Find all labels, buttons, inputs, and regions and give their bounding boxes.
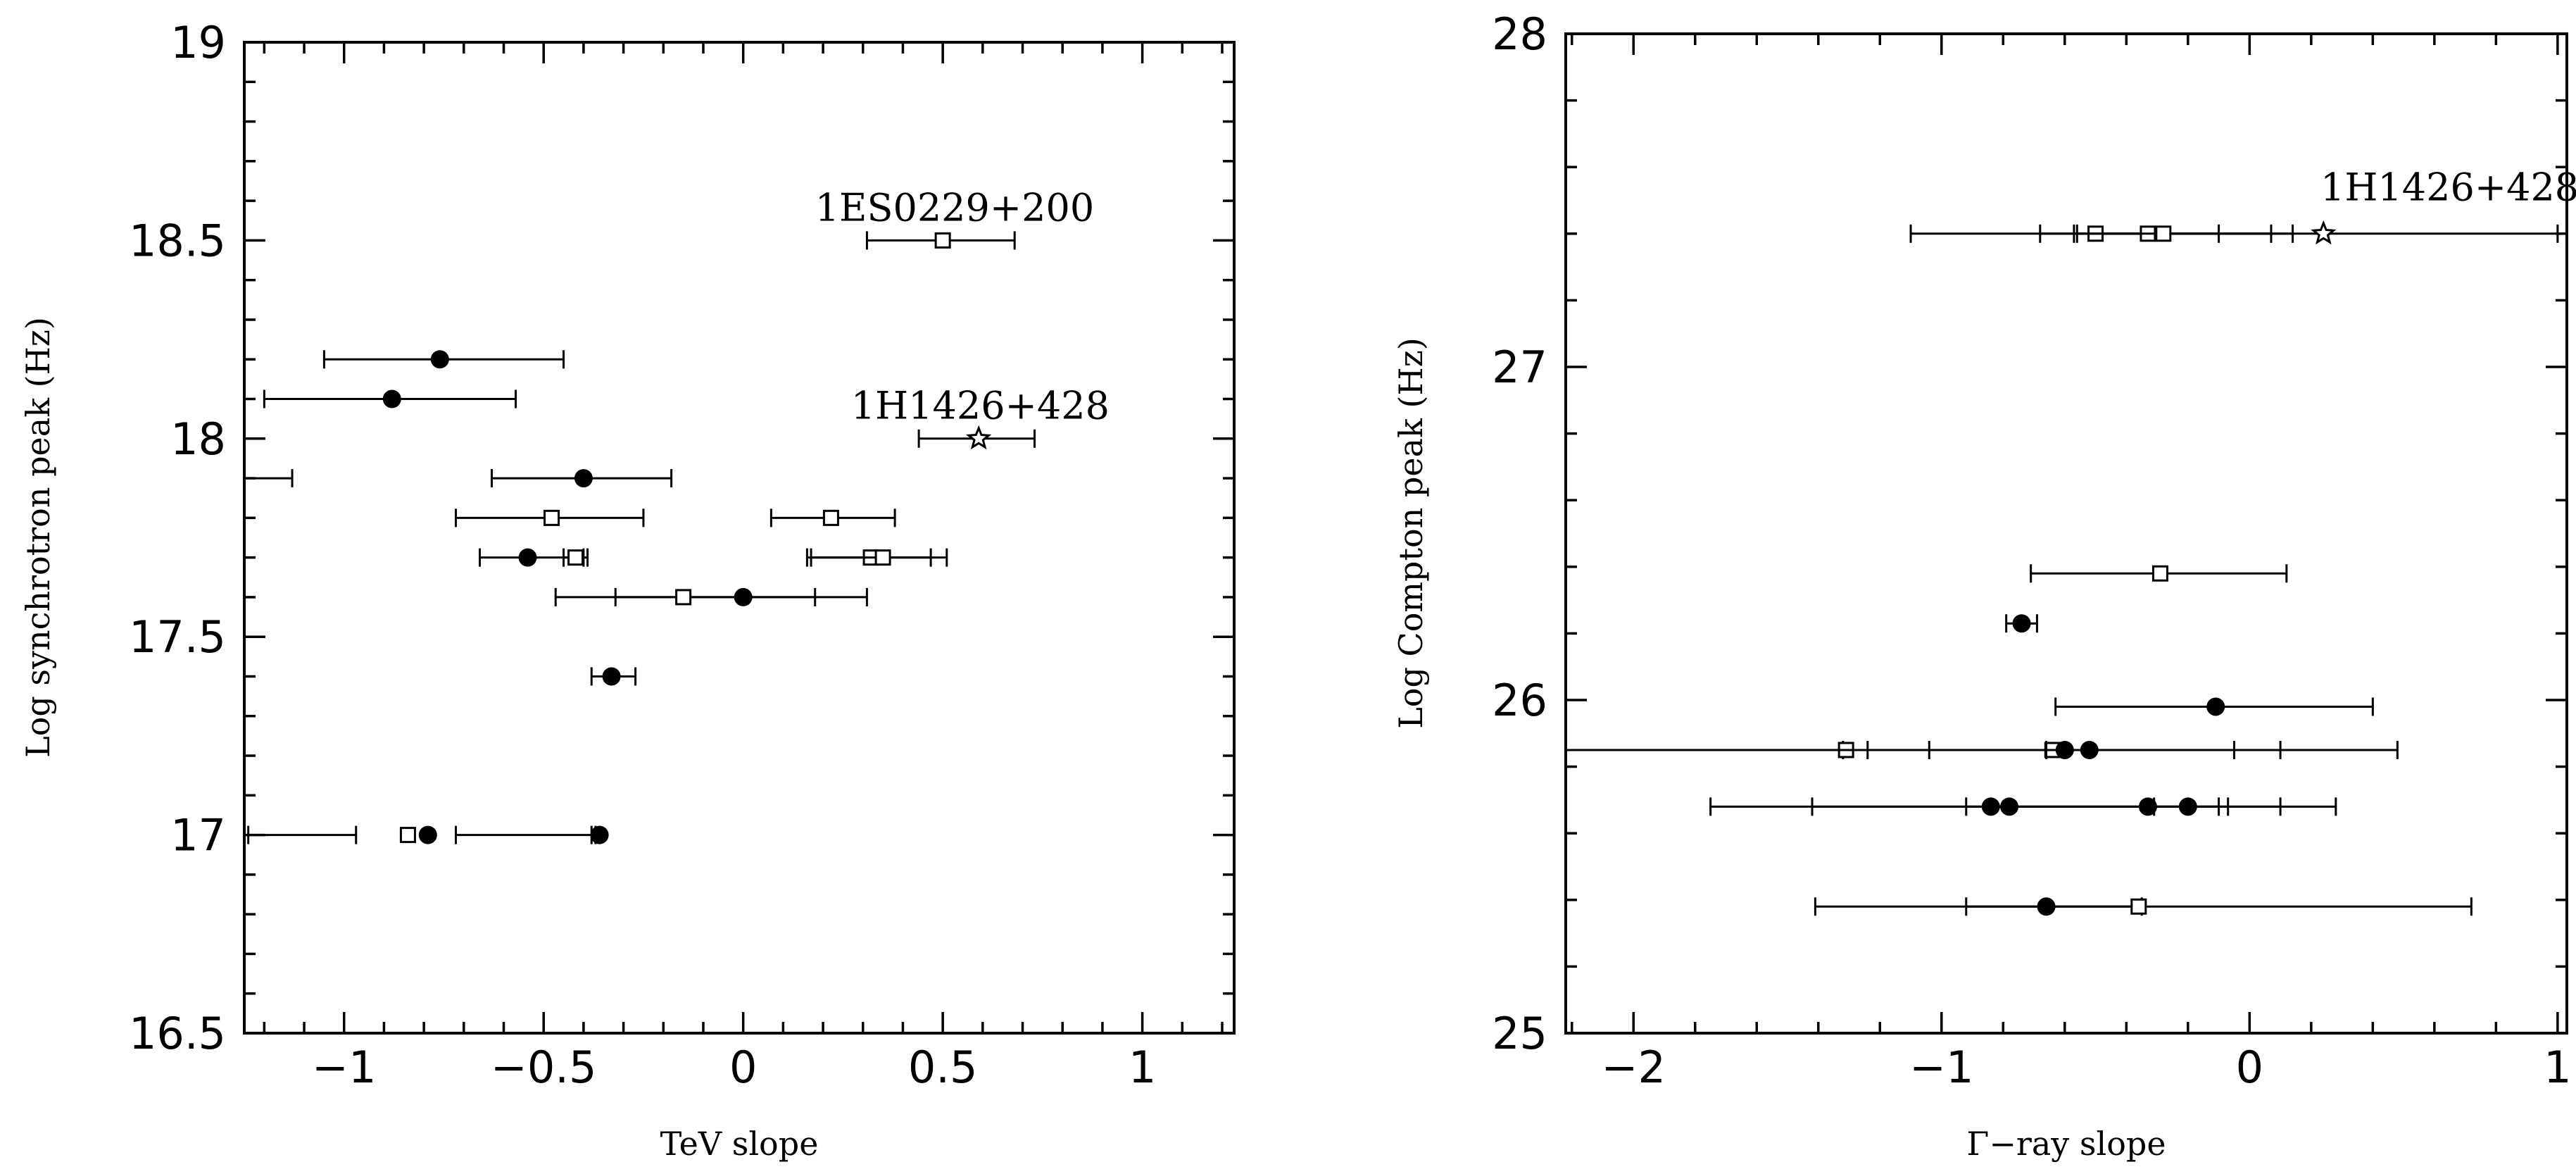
left-point-circle xyxy=(518,548,537,567)
left-annotation-label: 1H1426+428 xyxy=(851,384,1110,428)
right-x-tick-label: −1 xyxy=(1909,1042,1973,1093)
left-point-square xyxy=(567,549,584,566)
left-annotation-label: 1ES0229+200 xyxy=(815,185,1095,230)
right-plot-frame xyxy=(1564,32,2568,1035)
left-axis-ticks xyxy=(244,41,1234,1035)
left-point-square xyxy=(399,827,416,844)
left-point-square xyxy=(544,509,560,526)
right-x-tick-label: 1 xyxy=(2544,1042,2571,1093)
right-point-circle xyxy=(2178,797,2197,816)
left-x-tick-label: 0.5 xyxy=(908,1042,978,1093)
left-point-circle xyxy=(602,667,621,686)
left-y-tick-label: 16.5 xyxy=(129,1008,226,1059)
right-point-circle xyxy=(2206,697,2225,716)
left-y-tick-label: 17.5 xyxy=(129,611,226,663)
right-y-tick-label: 27 xyxy=(1492,342,1547,393)
left-point-square xyxy=(874,549,891,566)
left-x-tick-label: −0.5 xyxy=(491,1042,597,1093)
right-point-circle xyxy=(2138,797,2157,816)
right-x-tick-label: −2 xyxy=(1602,1042,1666,1093)
left-x-tick-label: 0 xyxy=(729,1042,757,1093)
left-tick-labels: −1 −0.5 0 0.5 1 16.5 17 17.5 18 18.5 19 xyxy=(129,17,1156,1093)
right-y-tick-label: 26 xyxy=(1492,675,1547,726)
right-y-axis-label: Log Compton peak (Hz) xyxy=(1392,337,1430,729)
right-point-circle xyxy=(2080,740,2099,759)
right-axis-ticks xyxy=(1566,32,2567,1035)
right-point-circle xyxy=(2012,614,2031,633)
right-data-points xyxy=(1564,220,2559,916)
right-y-tick-label: 25 xyxy=(1492,1008,1547,1059)
left-x-axis-label: TeV slope xyxy=(660,1125,819,1163)
right-point-square xyxy=(2155,225,2172,242)
left-y-tick-label: 18 xyxy=(170,413,226,465)
left-y-tick-label: 17 xyxy=(170,810,226,861)
left-point-circle xyxy=(418,825,437,844)
right-annotations: 1H1426+428 xyxy=(2320,166,2576,210)
left-data-points xyxy=(244,231,1036,844)
right-tick-labels: −2 −1 0 1 25 26 27 28 xyxy=(1492,8,2572,1093)
right-x-axis-label: Γ−ray slope xyxy=(1966,1125,2166,1163)
left-point-circle xyxy=(590,825,609,844)
right-y-tick-label: 28 xyxy=(1492,8,1547,60)
left-x-tick-label: 1 xyxy=(1129,1042,1156,1093)
left-plot-frame xyxy=(243,41,1236,1035)
left-annotations: 1ES0229+200 1H1426+428 xyxy=(815,185,1110,427)
left-y-tick-label: 19 xyxy=(170,17,226,68)
left-x-tick-label: −1 xyxy=(312,1042,376,1093)
right-point-square xyxy=(2151,565,2168,582)
left-point-circle xyxy=(382,389,401,408)
right-point-square xyxy=(2130,898,2147,915)
right-x-tick-label: 0 xyxy=(2236,1042,2263,1093)
right-panel-compton: −2 −1 0 1 25 26 27 28 1H1426+428 Γ−ray slope Lo… xyxy=(1392,8,2576,1163)
left-y-axis-label: Log synchrotron peak (Hz) xyxy=(19,317,57,758)
left-point-circle xyxy=(430,350,449,369)
right-annotation-label: 1H1426+428 xyxy=(2320,166,2576,210)
left-panel-synchrotron: −1 −0.5 0 0.5 1 16.5 17 17.5 18 18.5 19 1ES0229+20… xyxy=(19,17,1236,1163)
left-point-circle xyxy=(574,469,593,488)
left-point-square xyxy=(675,589,692,606)
right-point-star xyxy=(2311,220,2337,245)
left-point-square xyxy=(934,232,951,249)
left-point-square xyxy=(822,509,839,526)
left-y-tick-label: 18.5 xyxy=(129,215,226,266)
left-point-star xyxy=(966,425,992,450)
